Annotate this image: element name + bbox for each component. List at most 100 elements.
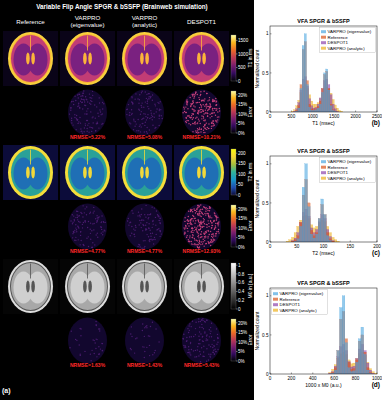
y-tick-label: 1 bbox=[266, 31, 269, 36]
colorbar-tick-label: 200 bbox=[238, 151, 246, 156]
error-speckle bbox=[196, 232, 197, 233]
colorbar-label: T2 in ms bbox=[247, 162, 253, 182]
error-speckle bbox=[80, 231, 81, 232]
error-speckle bbox=[206, 338, 207, 339]
error-speckle bbox=[149, 229, 150, 230]
histogram-bar bbox=[328, 89, 330, 112]
error-speckle bbox=[203, 111, 204, 112]
brain-map bbox=[174, 31, 229, 86]
map-background bbox=[3, 145, 58, 200]
error-speckle bbox=[98, 216, 99, 217]
error-map bbox=[68, 90, 107, 136]
error-brain bbox=[125, 318, 164, 364]
legend-swatch bbox=[321, 166, 326, 169]
histogram-bar bbox=[310, 234, 313, 242]
error-speckle bbox=[195, 91, 196, 92]
midline bbox=[87, 36, 88, 51]
error-speckle bbox=[194, 239, 195, 240]
y-axis-label: Normalized count bbox=[254, 179, 260, 219]
error-speckle bbox=[144, 214, 145, 215]
error-speckle bbox=[201, 106, 202, 107]
colorbar-tick-label: 50 bbox=[238, 182, 244, 187]
histogram-bar bbox=[315, 226, 318, 242]
error-speckle bbox=[198, 213, 199, 214]
error-speckle bbox=[217, 349, 218, 350]
map-background bbox=[174, 145, 229, 200]
error-speckle bbox=[157, 102, 158, 103]
error-speckle bbox=[188, 346, 189, 347]
error-speckle bbox=[202, 110, 203, 111]
error-speckle bbox=[143, 240, 144, 241]
error-speckle bbox=[147, 101, 148, 102]
error-speckle bbox=[198, 237, 199, 238]
error-speckle bbox=[129, 112, 130, 113]
error-speckle bbox=[88, 131, 89, 132]
csf bbox=[10, 148, 51, 197]
error-speckle bbox=[205, 235, 206, 236]
error-speckle bbox=[193, 117, 194, 118]
x-tick-label: 200 bbox=[288, 376, 296, 381]
error-speckle bbox=[190, 223, 191, 224]
error-brain bbox=[182, 204, 221, 250]
error-speckle bbox=[214, 349, 215, 350]
histogram-bar bbox=[313, 236, 316, 242]
error-speckle bbox=[201, 327, 202, 328]
ventricle bbox=[197, 167, 201, 179]
map-background bbox=[117, 259, 172, 314]
error-speckle bbox=[101, 221, 102, 222]
error-speckle bbox=[190, 117, 191, 118]
y-tick-label: 0.5 bbox=[262, 333, 269, 338]
error-speckle bbox=[150, 97, 151, 98]
histogram-bar bbox=[310, 230, 313, 242]
histogram-chart: VFA SPGR & bSSFP0200400600800100000.5110… bbox=[254, 280, 382, 389]
error-speckle bbox=[159, 222, 160, 223]
error-speckle bbox=[96, 221, 97, 222]
error-speckle bbox=[143, 346, 144, 347]
error-speckle bbox=[185, 117, 186, 118]
error-speckle bbox=[197, 349, 198, 350]
error-speckle bbox=[187, 108, 188, 109]
error-speckle bbox=[208, 216, 209, 217]
map-background bbox=[174, 31, 229, 86]
error-speckle bbox=[141, 105, 142, 106]
midline bbox=[87, 264, 88, 279]
error-speckle bbox=[217, 342, 218, 343]
y-tick-label: 0.5 bbox=[262, 201, 269, 206]
error-speckle bbox=[78, 221, 79, 222]
colorbar-tick-label: 0.8 bbox=[238, 272, 245, 277]
error-speckle bbox=[200, 244, 201, 245]
error-speckle bbox=[145, 229, 146, 230]
error-speckle bbox=[185, 345, 186, 346]
error-speckle bbox=[205, 207, 206, 208]
error-speckle bbox=[139, 94, 140, 95]
histogram-bar bbox=[313, 108, 315, 112]
error-speckle bbox=[101, 350, 102, 351]
error-speckle bbox=[72, 237, 73, 238]
error-speckle bbox=[184, 111, 185, 112]
error-speckle bbox=[196, 209, 197, 210]
error-speckle bbox=[215, 115, 216, 116]
error-speckle bbox=[94, 353, 95, 354]
error-speckle bbox=[203, 116, 204, 117]
error-speckle bbox=[191, 243, 192, 244]
error-speckle bbox=[198, 242, 199, 243]
error-speckle bbox=[134, 352, 135, 353]
error-speckle bbox=[210, 241, 211, 242]
midline bbox=[201, 264, 202, 279]
brain-map bbox=[3, 145, 58, 200]
legend-label: Reference bbox=[280, 297, 301, 302]
histogram-bar bbox=[348, 360, 351, 374]
error-speckle bbox=[209, 329, 210, 330]
legend-label: DESPOT1 bbox=[328, 170, 349, 175]
legend-swatch bbox=[321, 36, 326, 39]
grey-matter bbox=[11, 35, 50, 82]
colorbar bbox=[231, 149, 236, 195]
error-speckle bbox=[202, 213, 203, 214]
histogram-bar bbox=[364, 351, 367, 374]
legend-swatch bbox=[321, 177, 326, 180]
error-speckle bbox=[103, 221, 104, 222]
error-speckle bbox=[82, 95, 83, 96]
histogram-bar bbox=[313, 238, 316, 242]
error-speckle bbox=[216, 218, 217, 219]
bars bbox=[329, 296, 377, 374]
